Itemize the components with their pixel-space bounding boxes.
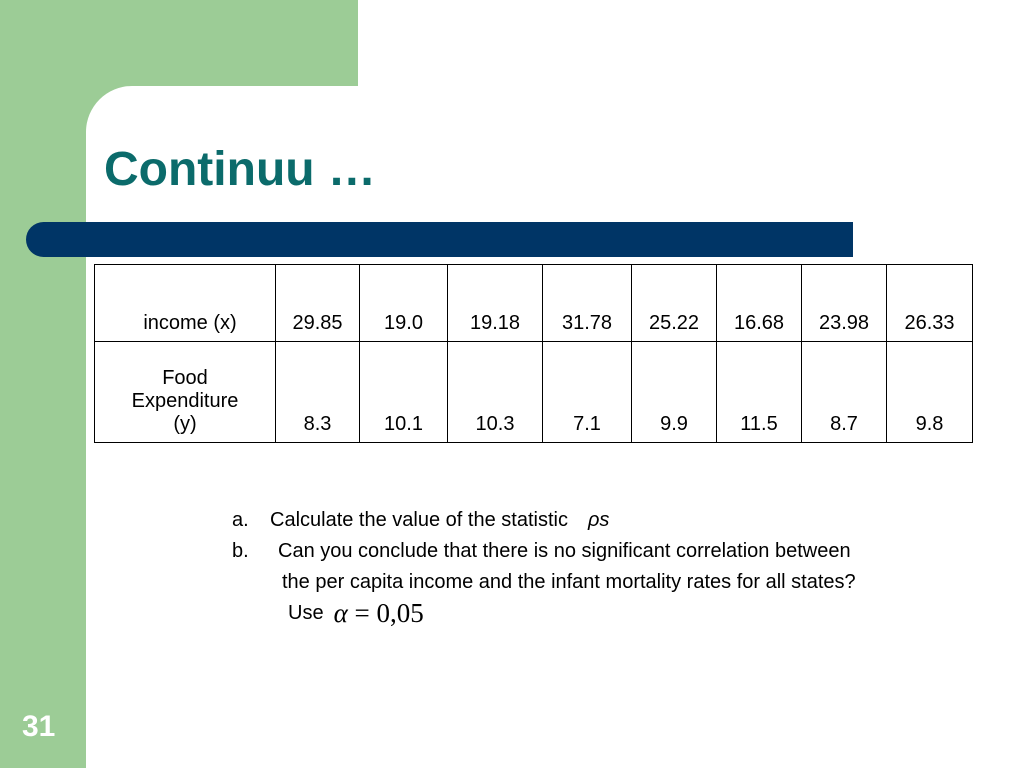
table-cell: 19.18 xyxy=(447,264,543,342)
table-cell: 10.1 xyxy=(359,341,448,443)
table-cell: 9.8 xyxy=(886,341,973,443)
question-b-line1: Can you conclude that there is no signif… xyxy=(278,540,851,562)
table-cell: 31.78 xyxy=(542,264,632,342)
table-cell: 23.98 xyxy=(801,264,887,342)
alpha-value: = 0,05 xyxy=(347,598,424,628)
table-cell: 26.33 xyxy=(886,264,973,342)
rho-s-symbol: ρs xyxy=(587,509,610,531)
data-table: income (x) 29.85 19.0 19.18 31.78 25.22 … xyxy=(94,264,973,443)
table-row-income: income (x) 29.85 19.0 19.18 31.78 25.22 … xyxy=(94,264,973,342)
table-cell: 25.22 xyxy=(631,264,717,342)
alpha-symbol: α xyxy=(333,598,348,628)
table-cell: 29.85 xyxy=(275,264,360,342)
top-green-band xyxy=(86,0,358,86)
question-b-use-line: Use α = 0,05 xyxy=(232,598,856,629)
table-cell: 8.7 xyxy=(801,341,887,443)
question-list: a. Calculate the value of the statistic ρs… xyxy=(232,505,856,629)
table-row-food-expenditure: Food Expenditure (y) 8.3 10.1 10.3 7.1 9.9… xyxy=(94,341,973,443)
label-line: Expenditure xyxy=(131,390,239,412)
question-a-letter: a. xyxy=(232,509,249,531)
title-divider-bar xyxy=(26,222,853,257)
table-cell: 11.5 xyxy=(716,341,802,443)
table-cell: 7.1 xyxy=(542,341,632,443)
question-a-text: Calculate the value of the statistic xyxy=(270,509,568,531)
page-number: 31 xyxy=(22,710,56,743)
alpha-expression: α = 0,05 xyxy=(334,598,424,628)
question-b-letter: b. xyxy=(232,540,249,562)
row-label-food-expenditure: Food Expenditure (y) xyxy=(94,341,276,443)
use-label: Use xyxy=(288,602,324,624)
table-cell: 16.68 xyxy=(716,264,802,342)
label-line: Food xyxy=(162,367,208,389)
label-line: (y) xyxy=(173,413,197,435)
table-cell: 9.9 xyxy=(631,341,717,443)
question-b: b. Can you conclude that there is no sign… xyxy=(232,536,856,567)
table-cell: 19.0 xyxy=(359,264,448,342)
table-cell: 8.3 xyxy=(275,341,360,443)
question-a: a. Calculate the value of the statistic ρs xyxy=(232,505,856,536)
row-label-income: income (x) xyxy=(94,264,276,342)
top-white-area xyxy=(358,0,1024,86)
table-cell: 10.3 xyxy=(447,341,543,443)
slide-title: Continuu … xyxy=(104,143,376,196)
question-b-line2: the per capita income and the infant mor… xyxy=(282,571,856,593)
